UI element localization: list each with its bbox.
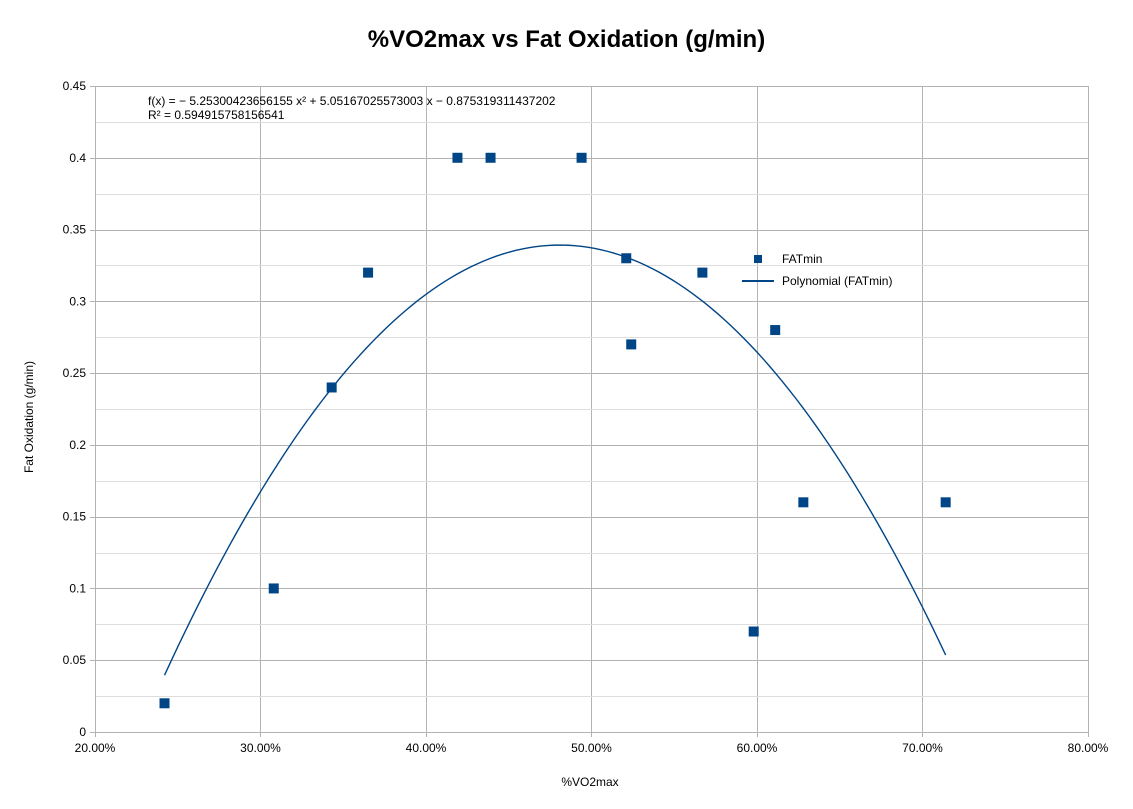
data-point bbox=[159, 698, 170, 709]
legend-label-polynomial: Polynomial (FATmin) bbox=[782, 274, 893, 288]
y-tick-label: 0.2 bbox=[69, 438, 86, 452]
y-tick-label: 0.05 bbox=[63, 653, 87, 667]
x-axis-title: %VO2max bbox=[561, 775, 619, 789]
data-point bbox=[748, 626, 759, 637]
y-tick-label: 0.4 bbox=[69, 151, 86, 165]
square-marker-icon bbox=[742, 255, 774, 263]
data-point bbox=[626, 339, 637, 350]
polynomial-trendline bbox=[163, 244, 947, 676]
data-point bbox=[326, 382, 337, 393]
y-axis-title: Fat Oxidation (g/min) bbox=[22, 360, 36, 474]
axes bbox=[95, 86, 1089, 733]
x-tick-label: 80.00% bbox=[1068, 741, 1109, 755]
line-marker-icon bbox=[742, 280, 774, 282]
x-tick-label: 30.00% bbox=[240, 741, 281, 755]
x-tick-label: 20.00% bbox=[75, 741, 116, 755]
trendline-equation: f(x) = − 5.25300423656155 x² + 5.0516702… bbox=[148, 94, 555, 122]
plot-border bbox=[95, 86, 1089, 733]
tick-labels: 20.00% 30.00% 40.00% 50.00% 60.00% 70.00% 80.0… bbox=[63, 79, 1109, 755]
legend-item-polynomial: Polynomial (FATmin) bbox=[742, 270, 892, 292]
legend: FATmin Polynomial (FATmin) bbox=[742, 248, 892, 292]
data-point bbox=[485, 152, 496, 163]
chart-title: %VO2max vs Fat Oxidation (g/min) bbox=[367, 26, 766, 53]
y-tick-label: 0 bbox=[79, 725, 86, 739]
data-point bbox=[452, 152, 463, 163]
data-point bbox=[363, 267, 374, 278]
y-tick-label: 0.25 bbox=[63, 366, 87, 380]
y-tick-label: 0.45 bbox=[63, 79, 87, 93]
trendline-group bbox=[163, 244, 947, 676]
data-point bbox=[940, 497, 951, 508]
legend-item-fatmin: FATmin bbox=[742, 248, 892, 270]
data-point bbox=[798, 497, 809, 508]
y-tick-label: 0.3 bbox=[69, 294, 86, 308]
data-point bbox=[697, 267, 708, 278]
y-tick-label: 0.35 bbox=[63, 223, 87, 237]
legend-label-fatmin: FATmin bbox=[782, 252, 823, 266]
y-tick-label: 0.1 bbox=[69, 581, 86, 595]
data-point bbox=[770, 325, 781, 336]
y-tick-label: 0.15 bbox=[63, 510, 87, 524]
x-tick-label: 40.00% bbox=[406, 741, 447, 755]
r-squared-text: R² = 0.594915758156541 bbox=[148, 108, 285, 122]
x-tick-label: 70.00% bbox=[902, 741, 943, 755]
data-points bbox=[159, 152, 951, 709]
x-tick-label: 60.00% bbox=[737, 741, 778, 755]
data-point bbox=[576, 152, 587, 163]
data-point bbox=[268, 583, 279, 594]
x-tick-label: 50.00% bbox=[571, 741, 612, 755]
data-point bbox=[621, 253, 632, 264]
equation-text: f(x) = − 5.25300423656155 x² + 5.0516702… bbox=[148, 94, 556, 108]
